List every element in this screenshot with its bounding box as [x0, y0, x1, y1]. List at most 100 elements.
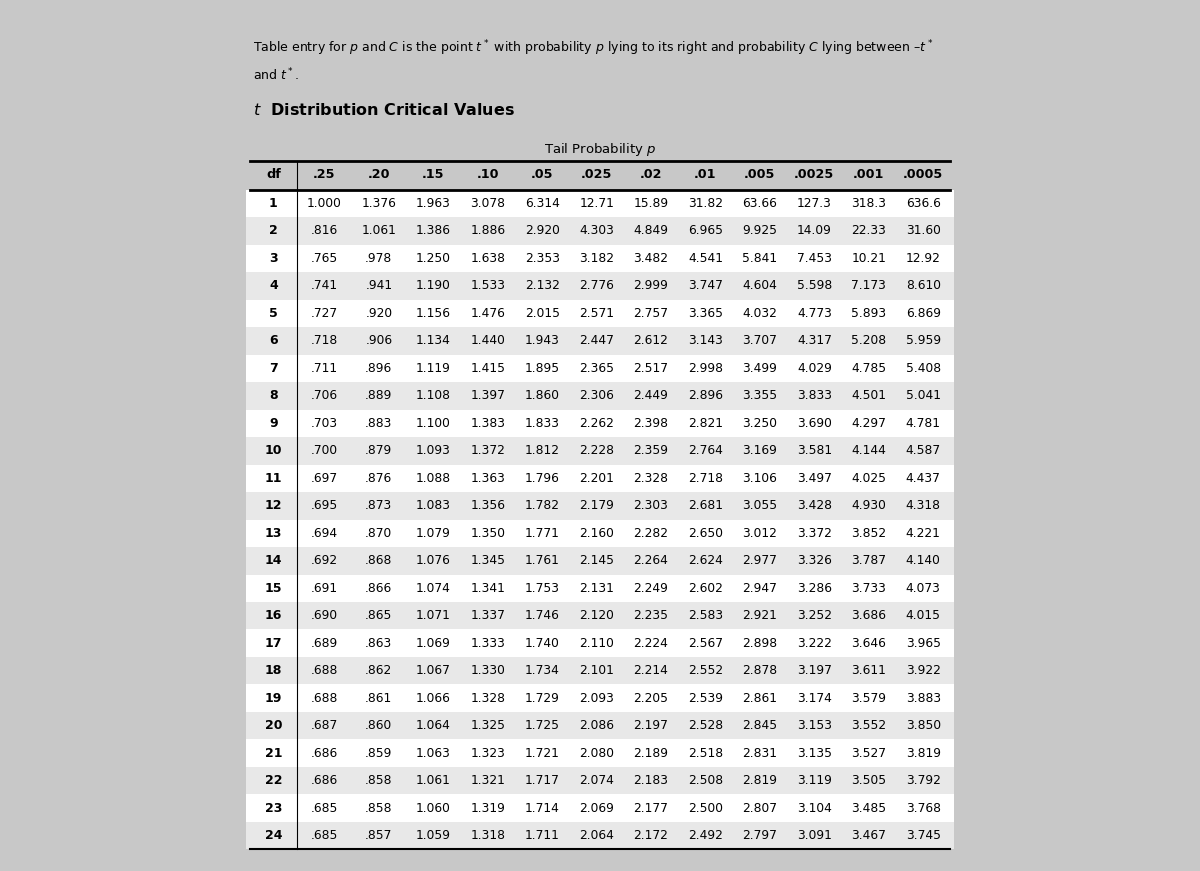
Text: 1.397: 1.397: [470, 389, 505, 402]
Text: 2.518: 2.518: [688, 746, 724, 760]
Text: 3.745: 3.745: [906, 829, 941, 842]
Text: 1.134: 1.134: [416, 334, 451, 348]
Text: 2.306: 2.306: [580, 389, 614, 402]
Text: 3.485: 3.485: [851, 801, 887, 814]
Text: 1.328: 1.328: [470, 692, 505, 705]
Text: 1.943: 1.943: [524, 334, 559, 348]
Text: 31.82: 31.82: [688, 197, 722, 210]
Text: 2.264: 2.264: [634, 554, 668, 567]
Text: .10: .10: [476, 168, 499, 181]
Text: 4.501: 4.501: [851, 389, 887, 402]
Text: 1.711: 1.711: [524, 829, 559, 842]
Text: 2.492: 2.492: [688, 829, 722, 842]
Text: 3.222: 3.222: [797, 637, 832, 650]
Text: 5.959: 5.959: [906, 334, 941, 348]
Text: 2.132: 2.132: [524, 280, 559, 293]
Text: 2.567: 2.567: [688, 637, 722, 650]
Text: 4.303: 4.303: [580, 225, 614, 238]
Text: 3.482: 3.482: [634, 252, 668, 265]
Text: 4.930: 4.930: [851, 499, 887, 512]
Text: .689: .689: [311, 637, 338, 650]
Text: 3.579: 3.579: [851, 692, 887, 705]
Bar: [246, 739, 954, 767]
Text: 1.734: 1.734: [524, 665, 559, 678]
Bar: [246, 354, 954, 382]
Text: 16: 16: [265, 609, 282, 622]
Text: 1.796: 1.796: [524, 472, 559, 485]
Text: 18: 18: [265, 665, 282, 678]
Text: 5.208: 5.208: [851, 334, 887, 348]
Text: 2.612: 2.612: [634, 334, 668, 348]
Text: 2.015: 2.015: [524, 307, 559, 320]
Text: 2.797: 2.797: [743, 829, 778, 842]
Text: 2.214: 2.214: [634, 665, 668, 678]
Text: 2.172: 2.172: [634, 829, 668, 842]
Text: 2.074: 2.074: [580, 774, 614, 787]
Text: 3.250: 3.250: [743, 417, 778, 429]
Text: and $t^*$.: and $t^*$.: [253, 67, 299, 84]
Text: 2.398: 2.398: [634, 417, 668, 429]
Text: 4.297: 4.297: [851, 417, 887, 429]
Text: 1.321: 1.321: [470, 774, 505, 787]
Text: .879: .879: [365, 444, 392, 457]
Text: 24: 24: [265, 829, 282, 842]
Text: .883: .883: [365, 417, 392, 429]
Text: 4.318: 4.318: [906, 499, 941, 512]
Text: 2.201: 2.201: [580, 472, 614, 485]
Text: .02: .02: [640, 168, 662, 181]
Text: .703: .703: [311, 417, 338, 429]
Text: 5.408: 5.408: [906, 361, 941, 375]
Text: 2.624: 2.624: [688, 554, 722, 567]
Text: .15: .15: [422, 168, 444, 181]
Text: 12: 12: [265, 499, 282, 512]
Text: 5: 5: [269, 307, 277, 320]
Text: 2.571: 2.571: [580, 307, 614, 320]
Text: 2.359: 2.359: [634, 444, 668, 457]
Text: 5.598: 5.598: [797, 280, 832, 293]
Text: 2.197: 2.197: [634, 719, 668, 733]
Text: 2.145: 2.145: [580, 554, 614, 567]
Text: 4.029: 4.029: [797, 361, 832, 375]
Text: 4.541: 4.541: [688, 252, 722, 265]
Text: 1.721: 1.721: [524, 746, 559, 760]
Text: 2.528: 2.528: [688, 719, 724, 733]
Text: .695: .695: [311, 499, 338, 512]
Text: 4.604: 4.604: [743, 280, 778, 293]
Text: 3.104: 3.104: [797, 801, 832, 814]
Text: 12.92: 12.92: [906, 252, 941, 265]
Text: 2.183: 2.183: [634, 774, 668, 787]
Text: .978: .978: [365, 252, 392, 265]
Text: 13: 13: [265, 527, 282, 540]
Text: 3.552: 3.552: [851, 719, 887, 733]
Text: .01: .01: [695, 168, 716, 181]
Text: 2.921: 2.921: [743, 609, 778, 622]
Text: 3.965: 3.965: [906, 637, 941, 650]
Text: .692: .692: [311, 554, 338, 567]
Text: 1.108: 1.108: [415, 389, 451, 402]
Text: 2.179: 2.179: [580, 499, 614, 512]
Text: 2.120: 2.120: [580, 609, 614, 622]
Text: 3.055: 3.055: [743, 499, 778, 512]
Text: 1.860: 1.860: [524, 389, 559, 402]
Text: 2.602: 2.602: [688, 582, 722, 595]
Text: 1.717: 1.717: [524, 774, 559, 787]
Text: 2.718: 2.718: [688, 472, 722, 485]
Text: 1.963: 1.963: [416, 197, 451, 210]
Text: 63.66: 63.66: [743, 197, 778, 210]
Text: .687: .687: [311, 719, 338, 733]
Bar: [246, 630, 954, 657]
Text: 1.064: 1.064: [416, 719, 451, 733]
Text: 3.106: 3.106: [743, 472, 778, 485]
Text: .816: .816: [311, 225, 338, 238]
Text: 2.831: 2.831: [743, 746, 778, 760]
Text: 3.182: 3.182: [580, 252, 614, 265]
Text: 1.061: 1.061: [361, 225, 396, 238]
Text: 3.747: 3.747: [688, 280, 722, 293]
Text: 3.792: 3.792: [906, 774, 941, 787]
Text: .691: .691: [311, 582, 338, 595]
Text: 8.610: 8.610: [906, 280, 941, 293]
Text: 2.681: 2.681: [688, 499, 722, 512]
Text: $t$  Distribution Critical Values: $t$ Distribution Critical Values: [253, 102, 515, 118]
Text: 10.21: 10.21: [851, 252, 887, 265]
Text: 1.740: 1.740: [524, 637, 559, 650]
